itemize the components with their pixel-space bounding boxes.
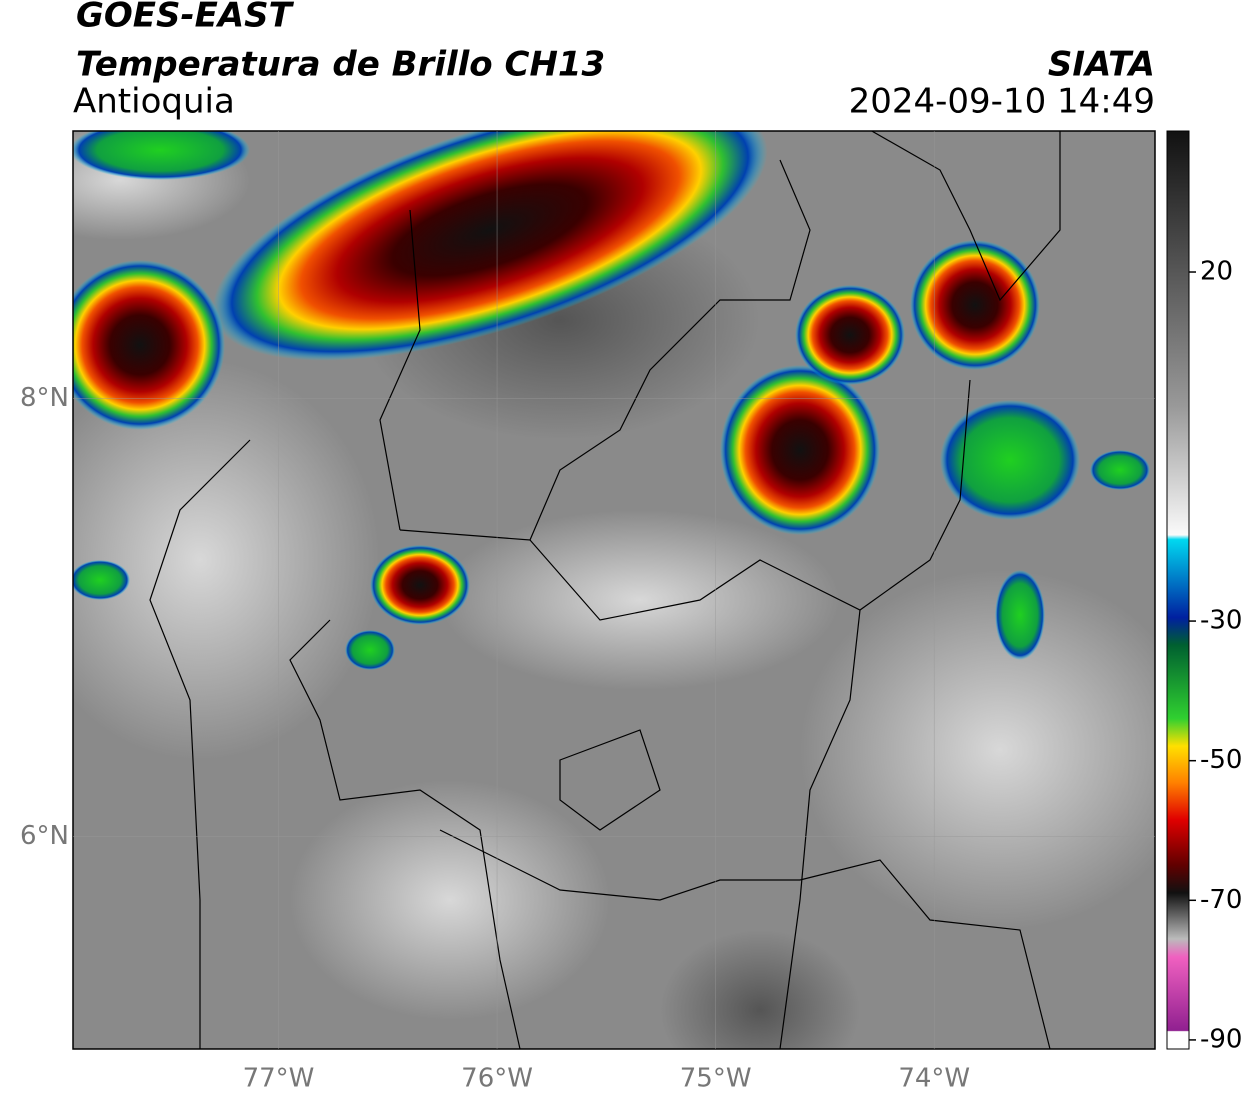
map-frame bbox=[72, 130, 1156, 1050]
colorbar-tick-label: -70 bbox=[1200, 885, 1242, 915]
x-tick-label: 75°W bbox=[680, 1064, 752, 1094]
source: SIATA bbox=[1048, 45, 1155, 85]
title: GOES-EAST bbox=[76, 0, 295, 36]
x-tick-label: 74°W bbox=[898, 1064, 970, 1094]
x-tick-label: 77°W bbox=[243, 1064, 315, 1094]
colorbar-tick-label: 20 bbox=[1200, 257, 1233, 287]
y-tick-label: 8°N bbox=[20, 383, 69, 413]
datetime: 2024-09-10 14:49 bbox=[849, 82, 1155, 122]
colorbar-tick-label: -30 bbox=[1200, 606, 1242, 636]
colorbar-tick-label: -50 bbox=[1200, 745, 1242, 775]
y-tick-label: 6°N bbox=[20, 821, 69, 851]
colorbar bbox=[1166, 130, 1190, 1050]
map-image bbox=[73, 131, 1155, 1049]
x-tick-label: 76°W bbox=[461, 1064, 533, 1094]
region: Antioquia bbox=[73, 82, 235, 122]
subtitle: Temperatura de Brillo CH13 bbox=[76, 45, 605, 85]
colorbar-tick-label: -90 bbox=[1200, 1024, 1242, 1054]
